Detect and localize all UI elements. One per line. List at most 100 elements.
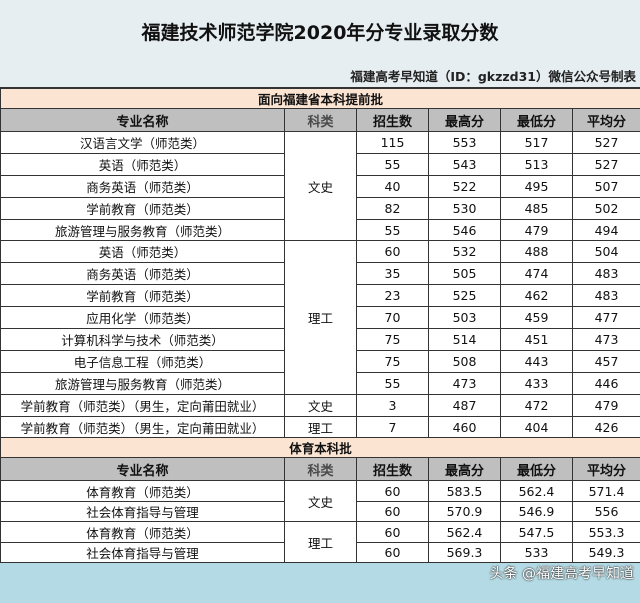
column-header: 最高分 [429,109,501,132]
avg-score: 483 [573,285,640,307]
major-name: 社会体育指导与管理 [1,501,285,522]
avg-score: 457 [573,350,640,372]
major-name: 汉语言文学（师范类） [1,132,285,154]
watermark: 头条 @福建高考早知道 [490,565,634,583]
avg-score: 504 [573,241,640,263]
min-score: 474 [501,263,573,285]
enrollment-count: 3 [357,394,429,416]
min-score: 517 [501,132,573,154]
max-score: 532 [429,241,501,263]
max-score: 530 [429,197,501,219]
max-score: 473 [429,372,501,394]
major-name: 应用化学（师范类） [1,307,285,329]
avg-score: 426 [573,416,640,438]
column-header: 平均分 [573,109,640,132]
avg-score: 556 [573,501,640,522]
major-name: 学前教育（师范类）（男生，定向莆田就业） [1,394,285,416]
major-name: 旅游管理与服务教育（师范类） [1,219,285,241]
major-name: 英语（师范类） [1,241,285,263]
enrollment-count: 23 [357,285,429,307]
column-header: 科类 [285,109,357,132]
max-score: 487 [429,394,501,416]
major-name: 电子信息工程（师范类） [1,350,285,372]
min-score: 459 [501,307,573,329]
section-title: 体育本科批 [1,438,640,458]
category: 文史 [285,394,357,416]
enrollment-count: 75 [357,329,429,351]
min-score: 485 [501,197,573,219]
major-name: 商务英语（师范类） [1,263,285,285]
max-score: 562.4 [429,522,501,543]
column-header: 平均分 [573,458,640,481]
min-score: 546.9 [501,501,573,522]
column-header: 最低分 [501,458,573,481]
avg-score: 502 [573,197,640,219]
avg-score: 477 [573,307,640,329]
page-title: 福建技术师范学院2020年分专业录取分数 [0,18,640,45]
enrollment-count: 55 [357,153,429,175]
enrollment-count: 55 [357,219,429,241]
max-score: 525 [429,285,501,307]
column-header: 专业名称 [1,458,285,481]
avg-score: 494 [573,219,640,241]
avg-score: 571.4 [573,481,640,502]
category: 文史 [285,132,357,241]
column-header: 招生数 [357,458,429,481]
min-score: 562.4 [501,481,573,502]
category: 理工 [285,416,357,438]
enrollment-count: 60 [357,241,429,263]
max-score: 570.9 [429,501,501,522]
max-score: 583.5 [429,481,501,502]
avg-score: 549.3 [573,542,640,563]
major-name: 学前教育（师范类） [1,285,285,307]
avg-score: 507 [573,175,640,197]
major-name: 商务英语（师范类） [1,175,285,197]
min-score: 513 [501,153,573,175]
enrollment-count: 115 [357,132,429,154]
enrollment-count: 40 [357,175,429,197]
major-name: 学前教育（师范类）（男生，定向莆田就业） [1,416,285,438]
major-name: 体育教育（师范类） [1,481,285,502]
category: 理工 [285,522,357,563]
min-score: 479 [501,219,573,241]
subtitle: 福建高考早知道（ID：gkzzd31）微信公众号制表 [350,66,636,85]
enrollment-count: 70 [357,307,429,329]
header: 福建技术师范学院2020年分专业录取分数 福建高考早知道（ID：gkzzd31）… [0,0,640,88]
avg-score: 527 [573,132,640,154]
avg-score: 446 [573,372,640,394]
avg-score: 479 [573,394,640,416]
enrollment-count: 75 [357,350,429,372]
max-score: 546 [429,219,501,241]
min-score: 495 [501,175,573,197]
min-score: 547.5 [501,522,573,543]
max-score: 508 [429,350,501,372]
enrollment-count: 60 [357,522,429,543]
min-score: 443 [501,350,573,372]
major-name: 体育教育（师范类） [1,522,285,543]
major-name: 学前教育（师范类） [1,197,285,219]
enrollment-count: 7 [357,416,429,438]
enrollment-count: 35 [357,263,429,285]
min-score: 451 [501,329,573,351]
max-score: 569.3 [429,542,501,563]
max-score: 460 [429,416,501,438]
min-score: 433 [501,372,573,394]
major-name: 旅游管理与服务教育（师范类） [1,372,285,394]
max-score: 553 [429,132,501,154]
avg-score: 483 [573,263,640,285]
enrollment-count: 60 [357,481,429,502]
max-score: 543 [429,153,501,175]
avg-score: 527 [573,153,640,175]
section-title: 面向福建省本科提前批 [1,89,640,109]
major-name: 计算机科学与技术（师范类） [1,329,285,351]
min-score: 533 [501,542,573,563]
enrollment-count: 60 [357,501,429,522]
avg-score: 553.3 [573,522,640,543]
major-name: 英语（师范类） [1,153,285,175]
